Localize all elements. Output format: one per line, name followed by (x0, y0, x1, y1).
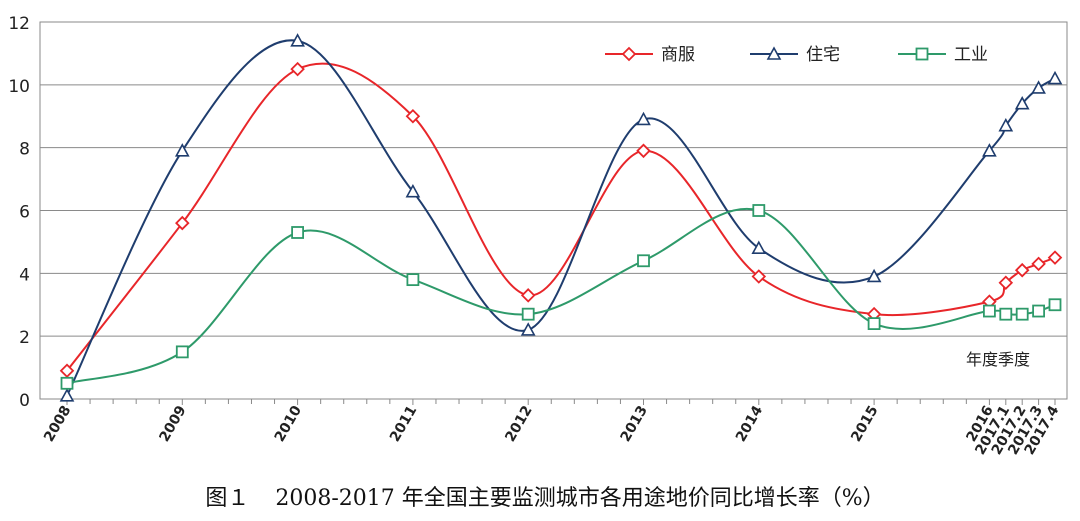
legend-marker (766, 46, 782, 60)
x-tick-label: 2011 (387, 403, 420, 445)
series-line (66, 39, 1056, 397)
data-point (290, 33, 305, 47)
data-point (1048, 298, 1062, 312)
data-point (1031, 80, 1046, 94)
data-point (636, 111, 651, 126)
grid-lines (39, 21, 1068, 400)
y-tick-label: 12 (8, 14, 30, 34)
data-point (1015, 307, 1029, 321)
figure-caption: 图１ 2008-2017 年全国主要监测城市各用途地价同比增长率（%） (0, 480, 1080, 512)
data-point (998, 275, 1014, 291)
data-point (520, 322, 536, 336)
y-tick-label: 8 (19, 140, 30, 160)
data-point (174, 143, 190, 157)
data-point (1032, 304, 1045, 318)
data-point (60, 376, 74, 390)
data-point (998, 118, 1014, 132)
legend-label: 商服 (661, 45, 695, 65)
data-point (1047, 70, 1063, 85)
legend-marker (915, 47, 929, 61)
legend-marker (621, 46, 637, 62)
data-point (867, 317, 881, 331)
data-point (520, 288, 536, 303)
x-tick-label: 2008 (41, 403, 74, 445)
x-axis-label: 年度季度 (966, 350, 1030, 369)
y-tick-label: 6 (19, 203, 30, 223)
x-tick-label: 2012 (502, 403, 535, 445)
x-tick-label: 2013 (618, 403, 651, 445)
series-group (59, 61, 1063, 378)
series-line (66, 62, 1056, 372)
data-point (752, 204, 766, 217)
data-point (751, 269, 767, 284)
data-point (405, 183, 421, 198)
x-axis-minor-ticks (89, 399, 967, 404)
series-group (59, 33, 1063, 402)
y-tick-label: 0 (19, 391, 30, 411)
data-point (637, 254, 650, 268)
y-tick-label: 4 (19, 265, 30, 285)
figure-caption-text: 2008-2017 年全国主要监测城市各用途地价同比增长率（%） (275, 486, 885, 511)
data-point (982, 143, 997, 157)
data-point (1031, 256, 1046, 272)
x-tick-label: 2015 (848, 403, 881, 445)
data-point (405, 108, 421, 124)
x-axis-ticks: 2008 2009 2010 2011 2012 2013 2014 2015 20162017… (41, 399, 1063, 458)
x-tick-label: 2014 (733, 403, 766, 445)
y-axis-ticks: 0 2 4 6 8 10 12 (8, 14, 30, 411)
data-point (999, 307, 1013, 321)
data-point (983, 304, 996, 318)
legend: 商服 住宅 工业 (605, 45, 988, 65)
data-point (751, 240, 767, 254)
data-point (59, 363, 75, 378)
data-point (175, 345, 189, 359)
series-group (60, 204, 1062, 390)
line-chart: 0 2 4 6 8 10 12 2008 2009 2010 2011 2012 2013 2014 20… (8, 14, 1068, 458)
x-tick-label: 2009 (156, 403, 189, 445)
figure-label: 图１ (205, 486, 250, 511)
data-point (290, 61, 305, 77)
series-line (66, 207, 1056, 385)
y-tick-label: 10 (8, 77, 30, 97)
data-point (521, 307, 535, 321)
data-point (866, 268, 882, 283)
data-series (59, 33, 1063, 402)
data-point (175, 215, 190, 231)
x-tick-label: 2010 (272, 403, 305, 445)
legend-label: 工业 (954, 45, 988, 65)
legend-label: 住宅 (806, 45, 840, 65)
data-point (59, 388, 75, 402)
y-tick-label: 2 (19, 328, 30, 348)
data-point (406, 273, 420, 287)
data-point (636, 143, 651, 159)
data-point (291, 226, 305, 239)
data-point (1014, 96, 1030, 110)
data-point (1014, 262, 1030, 278)
data-point (1047, 250, 1063, 265)
